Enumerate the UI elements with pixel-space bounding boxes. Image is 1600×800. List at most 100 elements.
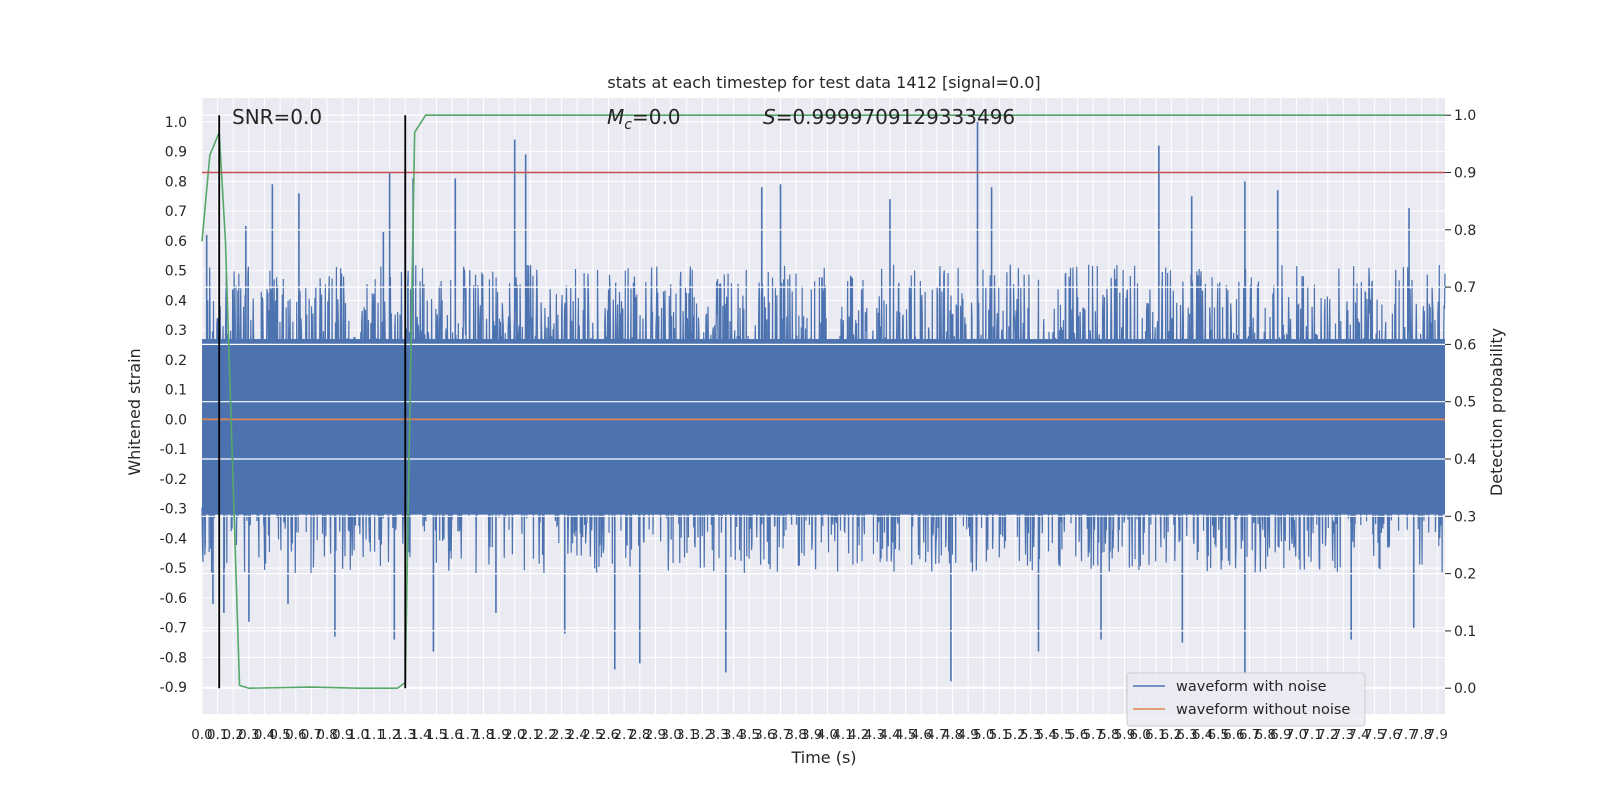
x-tick-label: 7.5 (1364, 727, 1385, 743)
x-tick-label: 2.3 (551, 727, 572, 743)
x-tick-label: 7.4 (1348, 727, 1369, 743)
y-tick-label: 0.0 (165, 412, 187, 428)
x-tick-label: 0.2 (223, 727, 244, 743)
x-tick-label: 3.2 (692, 727, 713, 743)
x-tick-label: 0.5 (269, 727, 290, 743)
x-tick-label: 7.9 (1426, 727, 1447, 743)
x-tick-label: 2.5 (582, 727, 603, 743)
tick-layer: 0.00.10.20.30.40.50.60.70.80.91.01.11.21… (160, 108, 1477, 743)
y2-tick-label: 0.3 (1454, 509, 1476, 525)
x-tick-label: 3.8 (785, 727, 806, 743)
x-tick-label: 0.6 (285, 727, 306, 743)
x-tick-label: 3.4 (723, 727, 744, 743)
x-tick-label: 5.8 (1098, 727, 1119, 743)
x-tick-label: 5.9 (1114, 727, 1135, 743)
y-tick-label: -0.4 (160, 531, 187, 547)
chart-title: stats at each timestep for test data 141… (607, 73, 1040, 92)
y-tick-label: 0.5 (165, 264, 187, 280)
y-tick-label: 0.8 (165, 174, 187, 190)
x-tick-label: 2.2 (535, 727, 556, 743)
x-tick-label: 4.9 (957, 727, 978, 743)
y-axis-label: Whitened strain (125, 348, 144, 475)
x-tick-label: 4.8 (942, 727, 963, 743)
y2-tick-label: 0.6 (1454, 337, 1476, 353)
y2-tick-label: 0.7 (1454, 280, 1476, 296)
x-tick-label: 5.1 (989, 727, 1010, 743)
x-tick-label: 1.4 (410, 727, 431, 743)
x-tick-label: 2.6 (598, 727, 619, 743)
x-tick-label: 6.2 (1161, 727, 1182, 743)
y2-axis-label: Detection probability (1487, 328, 1506, 496)
x-tick-label: 0.0 (191, 727, 212, 743)
x-tick-label: 0.1 (207, 727, 228, 743)
y2-tick-label: 0.2 (1454, 567, 1476, 583)
x-tick-label: 3.1 (676, 727, 697, 743)
x-tick-label: 6.9 (1270, 727, 1291, 743)
x-tick-label: 1.3 (395, 727, 416, 743)
x-tick-label: 1.8 (473, 727, 494, 743)
x-tick-label: 4.3 (864, 727, 885, 743)
x-tick-label: 6.4 (1192, 727, 1213, 743)
x-tick-label: 5.4 (1036, 727, 1057, 743)
y-tick-label: 0.9 (165, 145, 187, 161)
y-tick-label: -0.9 (160, 680, 187, 696)
x-tick-label: 7.8 (1411, 727, 1432, 743)
x-tick-label: 4.2 (848, 727, 869, 743)
x-tick-label: 4.1 (832, 727, 853, 743)
y-tick-label: -0.1 (160, 442, 187, 458)
x-tick-label: 7.7 (1395, 727, 1416, 743)
legend-label-waveform-without-noise: waveform without noise (1176, 702, 1350, 718)
y-tick-label: 0.3 (165, 323, 187, 339)
x-tick-label: 1.5 (426, 727, 447, 743)
x-tick-label: 2.4 (567, 727, 588, 743)
x-tick-label: 2.9 (645, 727, 666, 743)
snr-annotation: SNR=0.0 (232, 105, 322, 129)
y-tick-label: 0.7 (165, 204, 187, 220)
y-tick-label: 0.1 (165, 383, 187, 399)
y2-tick-label: 0.0 (1454, 681, 1476, 697)
x-tick-label: 6.3 (1176, 727, 1197, 743)
x-tick-label: 7.3 (1333, 727, 1354, 743)
x-tick-label: 1.1 (363, 727, 384, 743)
x-tick-label: 7.1 (1301, 727, 1322, 743)
x-tick-label: 6.7 (1239, 727, 1260, 743)
y-tick-label: 0.4 (165, 293, 187, 309)
x-tick-label: 0.9 (332, 727, 353, 743)
x-tick-label: 7.2 (1317, 727, 1338, 743)
waveform-with-noise-core (202, 339, 1445, 515)
x-tick-label: 0.4 (254, 727, 275, 743)
y-tick-label: -0.5 (160, 561, 187, 577)
x-tick-label: 4.5 (895, 727, 916, 743)
x-tick-label: 5.5 (1051, 727, 1072, 743)
y-tick-label: 1.0 (165, 115, 187, 131)
legend-label-waveform-with-noise: waveform with noise (1176, 679, 1327, 695)
x-tick-label: 1.6 (441, 727, 462, 743)
x-tick-label: 7.0 (1286, 727, 1307, 743)
y2-tick-label: 0.1 (1454, 624, 1476, 640)
y-tick-label: -0.8 (160, 650, 187, 666)
x-tick-label: 5.2 (1004, 727, 1025, 743)
chirp-mass-annotation: Mc=0.0 (607, 105, 681, 133)
x-tick-label: 0.3 (238, 727, 259, 743)
y-tick-label: -0.7 (160, 621, 187, 637)
y2-tick-label: 0.4 (1454, 452, 1476, 468)
x-tick-label: 1.7 (457, 727, 478, 743)
x-tick-label: 1.2 (379, 727, 400, 743)
x-tick-label: 5.3 (1020, 727, 1041, 743)
x-tick-label: 1.9 (488, 727, 509, 743)
x-tick-label: 3.5 (738, 727, 759, 743)
y-tick-label: 0.6 (165, 234, 187, 250)
x-tick-label: 3.7 (770, 727, 791, 743)
x-tick-label: 3.0 (660, 727, 681, 743)
x-tick-label: 2.7 (613, 727, 634, 743)
x-tick-label: 5.6 (1067, 727, 1088, 743)
x-tick-label: 6.5 (1208, 727, 1229, 743)
x-tick-label: 2.0 (504, 727, 525, 743)
x-tick-label: 5.0 (973, 727, 994, 743)
x-tick-label: 0.7 (301, 727, 322, 743)
x-tick-label: 4.7 (926, 727, 947, 743)
x-tick-label: 1.0 (348, 727, 369, 743)
x-tick-label: 6.0 (1129, 727, 1150, 743)
x-axis-label: Time (s) (790, 748, 856, 767)
